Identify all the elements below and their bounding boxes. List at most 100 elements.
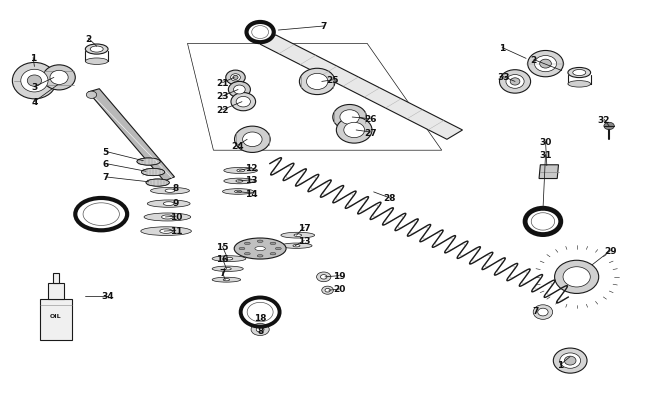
- Ellipse shape: [21, 70, 48, 93]
- Ellipse shape: [257, 241, 263, 243]
- Ellipse shape: [563, 267, 590, 287]
- Ellipse shape: [236, 180, 243, 183]
- Ellipse shape: [137, 158, 161, 166]
- Ellipse shape: [573, 70, 586, 77]
- Ellipse shape: [560, 353, 580, 369]
- Ellipse shape: [231, 75, 240, 82]
- Ellipse shape: [251, 324, 269, 336]
- Ellipse shape: [233, 86, 245, 95]
- Text: 29: 29: [604, 247, 617, 256]
- Text: 22: 22: [216, 106, 229, 115]
- Text: 34: 34: [101, 292, 114, 301]
- Ellipse shape: [317, 272, 331, 282]
- Ellipse shape: [344, 123, 365, 139]
- Ellipse shape: [244, 253, 250, 255]
- Text: 5: 5: [103, 147, 109, 157]
- Polygon shape: [88, 90, 174, 181]
- Text: 10: 10: [170, 212, 182, 221]
- Text: 33: 33: [497, 73, 510, 82]
- Text: 3: 3: [31, 83, 38, 92]
- Text: 26: 26: [364, 115, 376, 124]
- Ellipse shape: [568, 68, 591, 79]
- Ellipse shape: [540, 60, 551, 69]
- Text: 8: 8: [173, 184, 179, 193]
- Ellipse shape: [256, 327, 264, 332]
- Ellipse shape: [223, 279, 229, 281]
- Ellipse shape: [242, 133, 262, 147]
- Ellipse shape: [27, 76, 42, 87]
- Text: 19: 19: [333, 271, 346, 280]
- Ellipse shape: [320, 275, 327, 279]
- Ellipse shape: [148, 200, 190, 208]
- Ellipse shape: [12, 63, 57, 100]
- Ellipse shape: [224, 168, 257, 174]
- Ellipse shape: [85, 45, 108, 55]
- Text: OIL: OIL: [50, 313, 62, 318]
- Ellipse shape: [151, 188, 189, 194]
- Ellipse shape: [564, 356, 576, 365]
- Ellipse shape: [90, 47, 103, 53]
- Ellipse shape: [528, 51, 564, 78]
- Ellipse shape: [228, 82, 250, 98]
- Ellipse shape: [325, 289, 330, 292]
- Text: 6: 6: [103, 160, 109, 168]
- Ellipse shape: [294, 234, 302, 237]
- Ellipse shape: [226, 71, 245, 85]
- Text: 1: 1: [557, 360, 564, 369]
- Ellipse shape: [212, 266, 243, 272]
- Ellipse shape: [141, 227, 191, 236]
- Ellipse shape: [300, 69, 335, 95]
- Ellipse shape: [162, 215, 173, 220]
- Ellipse shape: [43, 66, 75, 91]
- Text: 7: 7: [219, 268, 226, 277]
- Ellipse shape: [506, 75, 524, 89]
- Text: 24: 24: [231, 141, 244, 151]
- Ellipse shape: [225, 258, 233, 260]
- Ellipse shape: [146, 179, 170, 187]
- Ellipse shape: [144, 213, 190, 222]
- Text: 8: 8: [257, 326, 263, 335]
- Text: 11: 11: [170, 226, 182, 235]
- Ellipse shape: [142, 169, 165, 176]
- Ellipse shape: [234, 239, 286, 260]
- Ellipse shape: [212, 256, 246, 262]
- Text: 16: 16: [216, 254, 229, 264]
- Ellipse shape: [160, 229, 172, 234]
- Ellipse shape: [235, 191, 242, 193]
- Ellipse shape: [281, 243, 312, 249]
- Text: 7: 7: [103, 173, 109, 182]
- Text: 15: 15: [216, 243, 229, 252]
- Ellipse shape: [244, 243, 250, 245]
- Ellipse shape: [281, 233, 315, 239]
- Polygon shape: [260, 36, 463, 140]
- Ellipse shape: [231, 93, 255, 111]
- Text: 30: 30: [540, 137, 552, 147]
- Ellipse shape: [224, 268, 231, 270]
- Text: 31: 31: [540, 150, 552, 159]
- Ellipse shape: [538, 309, 548, 316]
- Ellipse shape: [165, 190, 175, 193]
- Bar: [53, 273, 59, 283]
- Bar: [40, 299, 72, 340]
- Ellipse shape: [233, 76, 238, 80]
- Ellipse shape: [276, 248, 281, 250]
- Ellipse shape: [340, 111, 359, 125]
- Text: 25: 25: [326, 76, 339, 85]
- Text: 7: 7: [532, 306, 538, 315]
- Text: 18: 18: [254, 313, 266, 322]
- Ellipse shape: [336, 117, 372, 144]
- Ellipse shape: [222, 189, 254, 195]
- Text: 2: 2: [85, 34, 92, 43]
- Ellipse shape: [86, 92, 97, 99]
- Text: 13: 13: [246, 176, 258, 185]
- Ellipse shape: [50, 71, 68, 85]
- Text: 23: 23: [216, 92, 229, 101]
- Text: 7: 7: [320, 22, 327, 32]
- Text: 12: 12: [246, 164, 258, 173]
- Text: 27: 27: [364, 128, 377, 137]
- Ellipse shape: [270, 243, 276, 245]
- Ellipse shape: [293, 245, 300, 247]
- Text: 13: 13: [298, 237, 311, 245]
- Text: 4: 4: [31, 98, 38, 107]
- Text: 17: 17: [298, 223, 311, 232]
